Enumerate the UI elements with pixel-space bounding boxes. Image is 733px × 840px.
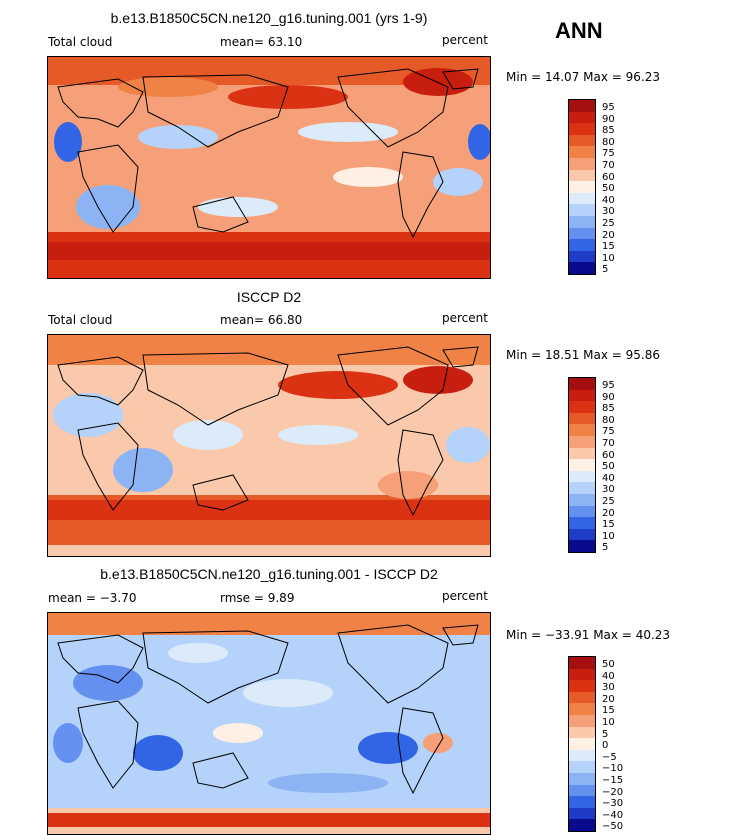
colorbar-tick-label: 85 [602, 403, 615, 415]
colorbar-tick-label: 15 [602, 241, 615, 253]
colorbar-tick-label: −30 [602, 798, 624, 810]
colorbar-tick-label: 5 [602, 542, 609, 554]
panel-3-minmax: Min = −33.91 Max = 40.23 [506, 628, 671, 642]
colorbar-tick-label: −15 [602, 774, 624, 786]
panel-1-mean-label: mean= 63.10 [220, 35, 303, 49]
colorbar-tick-label: 60 [602, 171, 615, 183]
panel-2-colorbar [568, 377, 596, 553]
panel-2-unit-label: percent [442, 311, 488, 325]
panel-1-title: b.e13.B1850C5CN.ne120_g16.tuning.001 (yr… [110, 10, 428, 26]
colorbar-tick-label: 60 [602, 449, 615, 461]
panel-2-map-field [48, 335, 490, 556]
colorbar-tick-label: 40 [602, 472, 615, 484]
colorbar-tick-label: 95 [602, 380, 615, 391]
colorbar-tick-label: 10 [602, 530, 615, 542]
colorbar-tick-label: 10 [602, 252, 615, 264]
colorbar-tick-label: 75 [602, 148, 615, 160]
panel-1-minmax: Min = 14.07 Max = 96.23 [506, 70, 660, 84]
panel-2-minmax: Min = 18.51 Max = 95.86 [506, 348, 660, 362]
colorbar-tick-label: 50 [602, 659, 615, 670]
colorbar-tick-label: 75 [602, 426, 615, 438]
panel-2-title: ISCCP D2 [236, 289, 302, 305]
colorbar-tick-label: 25 [602, 495, 615, 507]
colorbar-tick-label: 40 [602, 194, 615, 206]
panel-2-colorbar-labels: 95 90 85 80 75 70 60 50 40 30 25 20 15 1… [602, 380, 615, 554]
colorbar-tick-label: 0 [602, 740, 609, 752]
panel-2-mean-label: mean= 66.80 [220, 313, 303, 327]
panel-3-colorbar-labels: 50 40 30 20 15 10 5 0 −5 −10 −15 −20 −30… [602, 659, 623, 833]
colorbar-tick-label: −5 [602, 751, 617, 763]
panel-1-colorbar [568, 99, 596, 275]
panel-1-map-field [48, 57, 490, 278]
panel-1-unit-label: percent [442, 33, 488, 47]
colorbar-tick-label: 25 [602, 217, 615, 229]
panel-3-mean-label: mean = −3.70 [48, 591, 137, 605]
colorbar-tick-label: 20 [602, 507, 615, 519]
colorbar-tick-label: 50 [602, 461, 615, 473]
colorbar-tick-label: 85 [602, 125, 615, 137]
panel-1-variable-label: Total cloud [48, 35, 113, 49]
colorbar-tick-label: 40 [602, 670, 615, 682]
colorbar-tick-label: 70 [602, 159, 615, 171]
colorbar-tick-label: 80 [602, 414, 615, 426]
panel-2-variable-label: Total cloud [48, 313, 113, 327]
panel-3-map [47, 612, 491, 835]
colorbar-tick-label: 30 [602, 682, 615, 694]
colorbar-tick-label: 15 [602, 519, 615, 531]
colorbar-tick-label: −40 [602, 809, 624, 821]
panel-1-map [47, 56, 491, 279]
colorbar-tick-label: −10 [602, 763, 624, 775]
colorbar-tick-label: 90 [602, 391, 615, 403]
season-label: ANN [555, 18, 603, 43]
colorbar-tick-label: 90 [602, 113, 615, 125]
panel-3-colorbar [568, 656, 596, 832]
panel-3-title: b.e13.B1850C5CN.ne120_g16.tuning.001 - I… [100, 566, 438, 582]
colorbar-tick-label: 80 [602, 136, 615, 148]
colorbar-tick-label: 5 [602, 728, 609, 740]
panel-2-map [47, 334, 491, 557]
colorbar-tick-label: 15 [602, 705, 615, 717]
panel-3-rmse-label: rmse = 9.89 [220, 591, 295, 605]
colorbar-tick-label: −20 [602, 786, 624, 798]
colorbar-tick-label: −50 [602, 821, 624, 833]
colorbar-tick-label: 20 [602, 693, 615, 705]
colorbar-tick-label: 95 [602, 102, 615, 113]
panel-3-unit-label: percent [442, 589, 488, 603]
colorbar-tick-label: 10 [602, 716, 615, 728]
colorbar-tick-label: 70 [602, 437, 615, 449]
panel-3-map-field [48, 613, 490, 834]
colorbar-tick-label: 5 [602, 264, 609, 276]
panel-1-colorbar-labels: 95 90 85 80 75 70 60 50 40 30 25 20 15 1… [602, 102, 615, 276]
colorbar-tick-label: 50 [602, 183, 615, 195]
colorbar-tick-label: 20 [602, 229, 615, 241]
colorbar-tick-label: 30 [602, 206, 615, 218]
colorbar-tick-label: 30 [602, 484, 615, 496]
